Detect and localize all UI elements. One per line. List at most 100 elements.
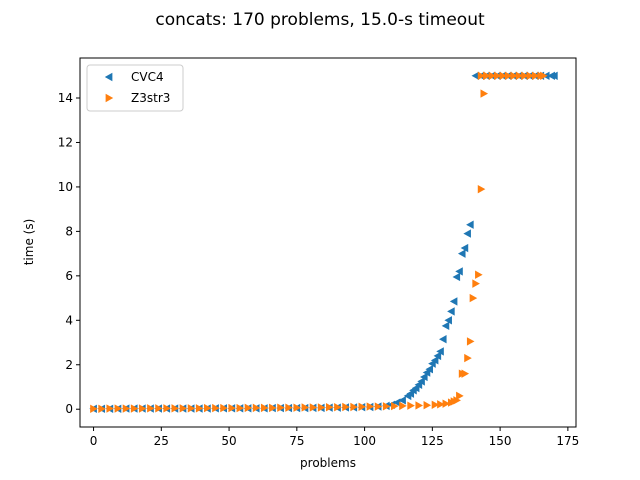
data-point [510,71,518,80]
data-point [437,400,445,409]
y-tick-label: 8 [65,224,73,238]
data-point [477,184,486,194]
data-point [204,403,212,413]
data-point [374,402,383,411]
data-point [399,401,407,411]
data-point [483,71,491,80]
y-axis-label: time (s) [22,219,36,266]
data-point [453,396,461,405]
data-point [442,399,451,408]
x-axis: 0 25 50 75 100 125 150 175 [90,427,579,448]
x-tick-label: 125 [421,434,444,448]
data-point [325,403,334,412]
data-point [293,403,302,412]
data-point [244,403,253,413]
data-point [531,71,540,80]
data-point [460,243,469,253]
data-point [438,334,447,344]
y-tick-label: 0 [65,402,73,416]
data-point [358,402,367,411]
data-point [342,402,350,412]
data-point [499,71,508,80]
chart-title: concats: 170 problems, 15.0-s timeout [155,10,485,30]
data-point [441,321,450,331]
data-point [423,401,432,410]
y-tick-label: 10 [58,180,73,194]
data-point [195,404,204,413]
legend-label-z3str3: Z3str3 [131,91,170,105]
data-point [436,347,444,356]
data-point [475,270,483,279]
data-point [480,89,489,98]
x-tick-label: 75 [289,434,304,448]
data-point [457,249,466,258]
data-point [228,403,236,413]
data-point [449,297,458,306]
data-point [285,403,293,412]
legend-marker-cvc4 [104,72,113,82]
data-point [464,353,472,363]
data-point [466,337,475,346]
data-point [90,404,98,413]
data-point [260,403,269,413]
data-point [472,279,480,288]
data-point [471,71,480,80]
data-point [456,391,464,401]
data-point [415,401,423,410]
data-point [366,402,375,411]
data-point [469,293,478,303]
y-tick-label: 4 [65,313,73,327]
y-axis: 0 2 4 6 8 10 12 14 [58,91,80,416]
legend: CVC4 Z3str3 [86,64,184,112]
data-point [122,404,131,413]
data-point [212,403,220,413]
data-point [463,229,471,238]
x-tick-label: 25 [154,434,169,448]
data-point [269,403,277,413]
data-point [420,372,428,382]
data-point [114,404,123,413]
x-tick-label: 0 [90,434,98,448]
data-point [407,401,415,410]
data-point [433,351,442,361]
data-point [382,402,391,411]
data-point [550,71,558,80]
data-point [391,401,399,411]
data-point [98,404,106,413]
data-point [540,71,548,80]
data-point [452,272,461,282]
data-point [466,220,474,229]
y-tick-label: 2 [65,358,73,372]
data-point [447,307,455,316]
x-axis-label: problems [300,456,356,470]
data-point [521,71,529,80]
legend-marker-z3str3 [105,93,114,103]
x-tick-label: 150 [489,434,512,448]
data-point [171,404,180,413]
data-point [398,396,406,405]
data-point [417,377,425,386]
data-point [494,71,502,80]
x-tick-label: 175 [556,434,579,448]
series-z3str3 [90,71,548,413]
data-point [334,403,342,412]
data-point [455,267,463,276]
data-point [488,71,497,80]
data-point [526,71,535,80]
data-point [130,404,139,413]
data-point [163,404,171,413]
data-point [425,365,433,374]
y-tick-label: 6 [65,269,73,283]
data-point [187,404,196,413]
data-point [477,71,486,80]
plot-frame [79,57,577,428]
data-point [155,404,163,413]
legend-label-cvc4: CVC4 [131,70,164,84]
data-point [236,403,245,413]
data-point [504,71,513,80]
data-point [277,403,285,412]
data-point [106,404,115,413]
data-point [138,404,147,413]
x-tick-label: 100 [353,434,376,448]
